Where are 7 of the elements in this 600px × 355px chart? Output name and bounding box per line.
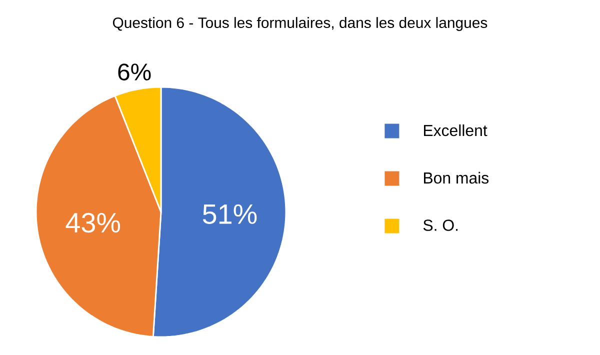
data-label: 43% <box>66 212 120 233</box>
legend-label: Excellent <box>424 124 488 136</box>
legend-label: S. O. <box>423 220 458 231</box>
data-label: 6% <box>118 64 151 80</box>
legend-label: Bon mais <box>424 172 489 184</box>
data-label: 51% <box>202 204 257 224</box>
chart-title: Question 6 - Tous les formulaires, dans les deux langues <box>112 17 488 31</box>
